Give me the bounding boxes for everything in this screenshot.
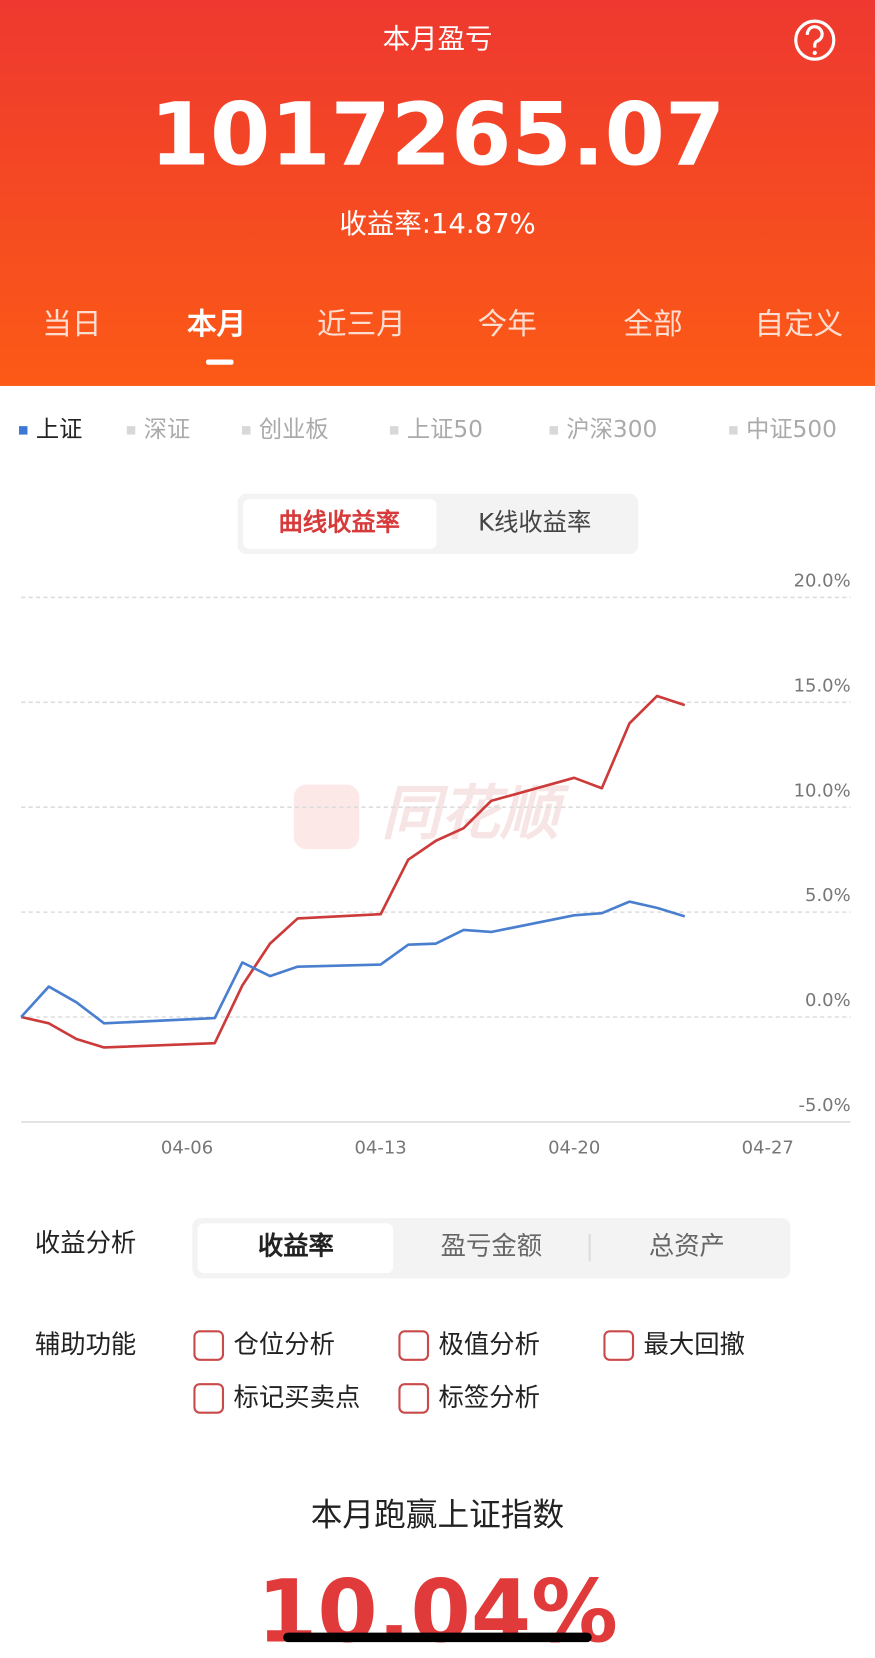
period-tab[interactable]: 近三月 (317, 307, 406, 341)
header-title: 本月盈亏 (383, 23, 493, 55)
mode-tab[interactable]: 曲线收益率 (278, 507, 399, 536)
index-dot (126, 426, 136, 435)
analysis-active (197, 1223, 394, 1274)
y-tick-label: 5.0% (805, 885, 851, 906)
mode-tab[interactable]: K线收益率 (478, 507, 591, 536)
x-tick-label: 04-20 (548, 1137, 600, 1158)
checkbox[interactable] (193, 1383, 225, 1414)
tab-underline (206, 359, 234, 365)
checkbox[interactable] (193, 1330, 225, 1361)
aux-option[interactable]: 极值分析 (439, 1329, 540, 1359)
y-tick-label: 15.0% (794, 675, 851, 696)
checkbox[interactable] (398, 1330, 430, 1361)
aux-label: 辅助功能 (35, 1329, 136, 1359)
x-tick-label: 04-27 (742, 1137, 794, 1158)
y-tick-label: -5.0% (799, 1095, 851, 1116)
index-tab[interactable]: 创业板 (259, 416, 329, 443)
aux-option[interactable]: 标记买卖点 (234, 1382, 361, 1412)
index-dot (549, 426, 558, 435)
rate: 收益率:14.87% (339, 208, 535, 240)
index-dot (241, 426, 251, 435)
x-tick-label: 04-06 (161, 1137, 213, 1158)
header-bg (0, 0, 875, 386)
aux-option[interactable]: 最大回撤 (644, 1329, 745, 1359)
y-tick-label: 10.0% (794, 780, 851, 801)
amount: 1017265.07 (150, 86, 726, 186)
period-tab[interactable]: 本月 (187, 307, 246, 341)
aux-option[interactable]: 仓位分析 (234, 1329, 335, 1359)
index-dot (729, 426, 738, 435)
checkbox[interactable] (603, 1330, 635, 1361)
aux-option[interactable]: 标签分析 (439, 1382, 540, 1412)
index-tab[interactable]: 上证50 (407, 416, 483, 443)
analysis-tab[interactable]: 总资产 (649, 1231, 725, 1261)
beat-title: 本月跑赢上证指数 (311, 1497, 565, 1533)
index-tab[interactable]: 深证 (144, 416, 191, 443)
checkbox[interactable] (398, 1383, 430, 1414)
period-tab[interactable]: 自定义 (755, 307, 844, 341)
period-tab[interactable]: 全部 (624, 307, 683, 341)
analysis-tab[interactable]: 收益率 (258, 1231, 334, 1261)
watermark-logo (293, 784, 360, 850)
series-line (20, 900, 686, 1025)
help-icon[interactable] (794, 19, 836, 61)
beat-value: 10.04% (257, 1563, 618, 1658)
index-tab[interactable]: 上证 (36, 416, 83, 443)
period-tab[interactable]: 当日 (42, 307, 101, 341)
home-indicator (283, 1632, 592, 1643)
index-tab[interactable]: 沪深300 (566, 416, 657, 443)
x-tick-label: 04-13 (355, 1137, 407, 1158)
index-tab[interactable]: 中证500 (746, 416, 837, 443)
period-tab[interactable]: 今年 (478, 307, 537, 341)
y-tick-label: 0.0% (805, 990, 851, 1011)
index-dot (389, 426, 399, 435)
y-tick-label: 20.0% (794, 571, 851, 592)
analysis-label: 收益分析 (35, 1228, 136, 1258)
watermark: 同花顺 (382, 778, 570, 847)
analysis-tab[interactable]: 盈亏金额 (441, 1231, 542, 1261)
index-dot (19, 426, 28, 435)
mode-active (243, 499, 437, 549)
series-line (20, 694, 686, 1049)
